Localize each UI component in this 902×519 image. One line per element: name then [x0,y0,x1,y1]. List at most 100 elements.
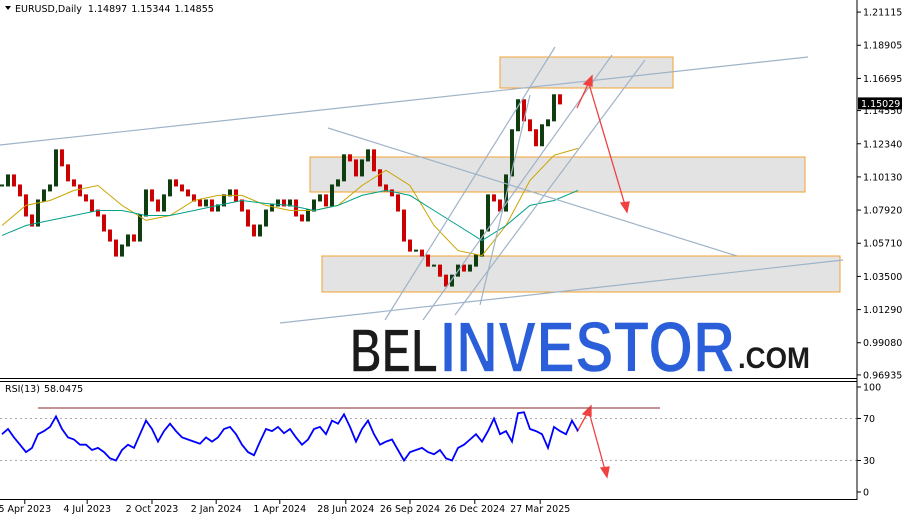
moving-average [1,189,579,242]
candle [473,254,478,267]
candle [335,179,340,187]
x-tick-label: 27 Mar 2025 [510,504,570,515]
trendline [279,259,844,324]
rsi-value: 58.0475 [44,384,83,395]
candle [497,199,502,212]
candle [179,184,184,192]
y-tick-label: 1.01290 [863,305,902,316]
candle [539,124,544,147]
y-tick-label: 0.99080 [863,338,902,349]
y-tick-label: 0 [863,487,869,498]
candle [215,204,220,212]
y-tick-label: 1.05710 [863,239,902,250]
price-tag-label: 1.15029 [861,99,900,110]
candle [521,99,526,122]
candle [203,199,208,207]
x-tick-label: 28 Jun 2024 [317,504,374,515]
rsi-line [1,411,579,463]
candle [29,214,34,227]
candle [167,179,172,197]
candle [47,184,52,192]
candle [221,194,226,207]
low: 1.14855 [175,4,214,15]
candle [185,189,190,197]
y-tick-label: 1.18905 [863,41,902,52]
candle [119,244,124,257]
candle [299,214,304,222]
y-tick-label: 30 [863,456,875,467]
candle [155,199,160,212]
candle [209,199,214,212]
open: 1.14897 [88,4,127,15]
candle [431,264,436,267]
candle [425,254,430,267]
high: 1.15344 [131,4,170,15]
candle [281,199,286,207]
y-tick-label: 1.16695 [863,74,902,85]
x-tick-label: 2 Oct 2023 [126,504,179,515]
candle [251,224,256,237]
candle [131,234,136,242]
arrow-head [582,74,593,87]
candle [71,179,76,187]
candle [401,209,406,242]
candle [191,194,196,202]
y-tick-label: 1.21115 [863,8,902,19]
candle [533,129,538,147]
candle [467,264,472,272]
annotations-under [309,56,841,293]
y-tick-label: 1.03500 [863,272,902,283]
candle [515,99,520,132]
candle [359,159,364,177]
candle [527,119,532,132]
x-tick-label: 2 Jan 2024 [191,504,242,515]
y-tick-label: 70 [863,414,875,425]
candle [137,214,142,242]
candle [545,119,550,127]
menu-icon[interactable] [5,6,11,10]
candle [275,199,280,207]
x-tick-label: 1 Apr 2024 [253,504,306,515]
x-tick-label: 26 Sep 2024 [380,504,440,515]
candle [269,204,274,212]
candle [53,149,58,187]
candle [35,199,40,227]
candle [161,194,166,212]
trendline [327,127,738,257]
candle [449,274,454,287]
candle [419,249,424,257]
x-tick-label: 4 Jul 2023 [63,504,111,515]
candle [317,194,322,202]
y-tick-label: 1.10130 [863,172,902,183]
trendline [0,56,809,146]
zone [321,255,841,293]
candle [503,174,508,212]
candle [509,129,514,177]
candle [0,184,4,187]
arrow-head [599,466,610,479]
rsi-title: RSI(13) [5,384,40,395]
candle [443,274,448,287]
candle [89,199,94,212]
candle [323,194,328,207]
chart-header: EURUSD,Daily 1.14897 1.15344 1.14855 [15,4,214,15]
candle [461,264,466,272]
candle [305,209,310,222]
candle [5,174,10,187]
price-tag [858,97,902,110]
candle [371,149,376,172]
candle [485,194,490,232]
candle [377,169,382,187]
candle [77,184,82,197]
frame [0,0,858,500]
candle [293,199,298,217]
arrow-head [619,201,630,214]
candle [551,94,556,122]
candle [491,194,496,202]
rsi-header: RSI(13) 58.0475 [5,384,83,395]
candle [11,174,16,187]
y-tick-label: 0.96935 [863,370,902,381]
rsi-pane: 0 30 70 100 [0,382,881,498]
candle [227,189,232,197]
